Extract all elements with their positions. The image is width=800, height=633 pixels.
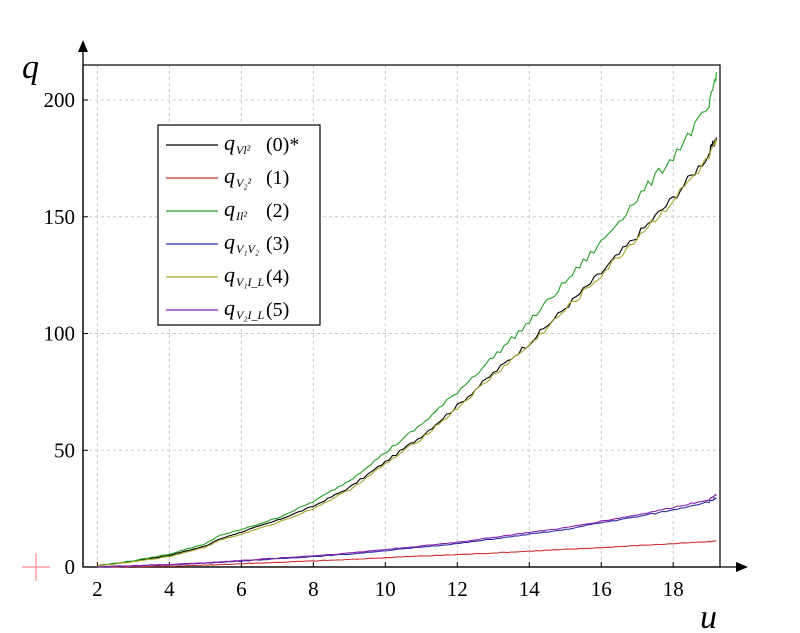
- x-tick-label: 4: [164, 577, 175, 601]
- y-axis-title: q: [22, 49, 39, 86]
- legend-label-main: q: [224, 262, 235, 287]
- legend-label-tail: (0)*: [266, 134, 299, 156]
- legend-label-main: q: [224, 163, 235, 188]
- x-tick-label: 12: [447, 577, 468, 601]
- origin-cross-marker: [22, 553, 50, 581]
- legend-label-main: q: [224, 196, 235, 221]
- x-tick-label: 2: [92, 577, 103, 601]
- series-line-5: [97, 494, 717, 568]
- legend: q Vl² (0)*q V₂² (1)q Il² (2)q V₁V₂ (3)q V₁I_L (4)q…: [157, 124, 321, 326]
- legend-label-main: q: [224, 295, 235, 320]
- y-tick-label: 50: [54, 438, 75, 462]
- y-tick-label: 0: [65, 555, 76, 579]
- legend-label-tail: (2): [266, 200, 289, 222]
- legend-label-tail: (3): [266, 233, 289, 255]
- y-tick-label: 200: [44, 88, 76, 112]
- legend-label-subscript: Il²: [235, 209, 247, 223]
- legend-label-subscript: V₂²: [236, 176, 252, 190]
- legend-label-tail: (1): [266, 167, 289, 189]
- legend-label-subscript: Vl²: [236, 143, 251, 157]
- x-tick-label: 6: [236, 577, 247, 601]
- y-tick-label: 150: [44, 205, 76, 229]
- y-axis-arrow: [78, 40, 88, 52]
- series-lines: [97, 71, 717, 568]
- x-tick-label: 14: [519, 577, 541, 601]
- x-tick-label: 8: [308, 577, 319, 601]
- legend-label-tail: (4): [266, 266, 289, 288]
- x-tick-label: 18: [663, 577, 684, 601]
- series-line-1: [97, 540, 717, 568]
- tick-labels: 2 4 6 8 10 12 14 16 18 0 50 100 150 200: [44, 88, 684, 601]
- x-axis-title: u: [700, 599, 717, 633]
- legend-label-main: q: [224, 130, 235, 155]
- y-tick-label: 100: [44, 322, 76, 346]
- legend-box: [157, 124, 321, 326]
- axes: [78, 40, 748, 572]
- legend-label-main: q: [224, 229, 235, 254]
- series-line-4: [97, 138, 717, 567]
- x-axis-arrow: [736, 562, 748, 572]
- series-line-0: [97, 137, 717, 567]
- legend-label-subscript: V₂I_L: [236, 308, 264, 322]
- legend-label-tail: (5): [266, 299, 289, 321]
- x-tick-label: 16: [591, 577, 612, 601]
- x-tick-label: 10: [375, 577, 396, 601]
- legend-label-subscript: V₁I_L: [236, 275, 264, 289]
- series-line-2: [97, 71, 717, 567]
- legend-label-subscript: V₁V₂: [236, 242, 259, 256]
